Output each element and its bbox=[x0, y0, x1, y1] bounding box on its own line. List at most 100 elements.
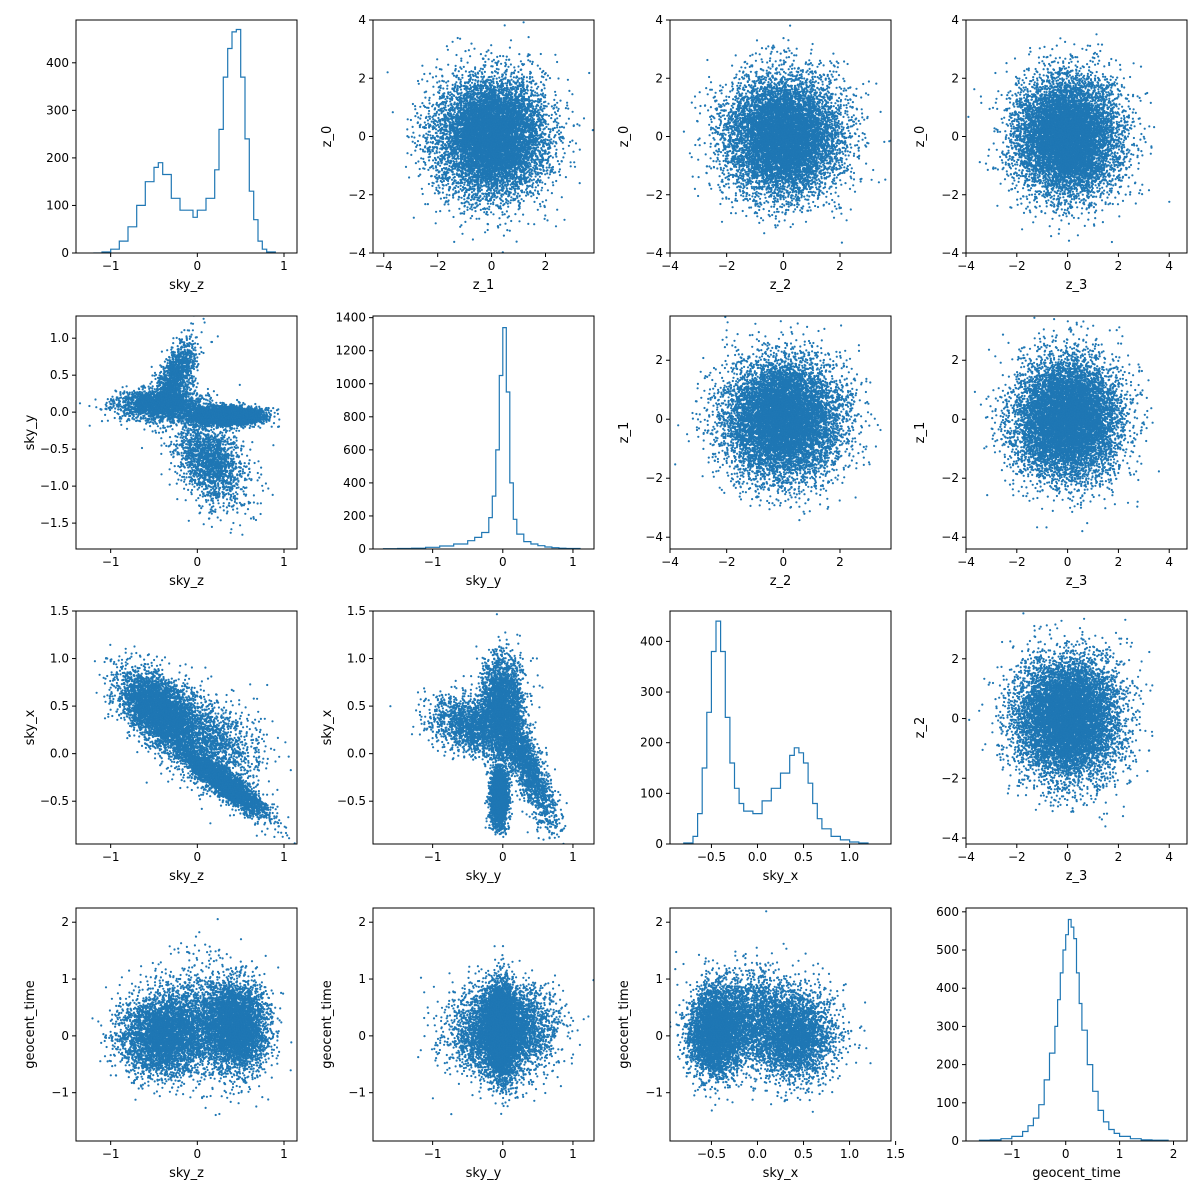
marks-p01 bbox=[387, 21, 594, 260]
scatter-point bbox=[552, 156, 554, 158]
scatter-point bbox=[452, 72, 454, 74]
scatter-point bbox=[510, 199, 512, 201]
scatter-point bbox=[452, 216, 454, 218]
scatter-point bbox=[516, 110, 518, 112]
scatter-point bbox=[470, 43, 472, 45]
scatter-point bbox=[413, 217, 415, 219]
axes-frame bbox=[76, 20, 297, 253]
scatter-point bbox=[387, 71, 389, 73]
scatter-point bbox=[543, 105, 545, 107]
scatter-point bbox=[464, 194, 466, 196]
scatter-point bbox=[478, 218, 480, 220]
scatter-point bbox=[541, 71, 543, 73]
scatter-point bbox=[431, 175, 433, 177]
scatter-point bbox=[448, 186, 450, 188]
scatter-point bbox=[429, 73, 431, 75]
scatter-point bbox=[449, 100, 451, 102]
scatter-point bbox=[415, 162, 417, 164]
scatter-point bbox=[555, 156, 557, 158]
scatter-point bbox=[483, 195, 485, 197]
scatter-point bbox=[523, 93, 525, 95]
scatter-point bbox=[444, 203, 446, 205]
scatter-point bbox=[538, 141, 540, 143]
scatter-point bbox=[559, 174, 561, 176]
scatter-point bbox=[441, 75, 443, 77]
scatter-point bbox=[486, 85, 488, 87]
scatter-point bbox=[480, 81, 482, 83]
scatter-point bbox=[559, 100, 561, 102]
x-tick-label: 1 bbox=[280, 259, 288, 273]
scatter-point bbox=[559, 168, 561, 170]
scatter-point bbox=[421, 78, 423, 80]
scatter-point bbox=[452, 84, 454, 86]
scatter-point bbox=[494, 75, 496, 77]
scatter-point bbox=[436, 174, 438, 176]
scatter-point bbox=[553, 140, 555, 142]
scatter-point bbox=[458, 191, 460, 193]
scatter-point bbox=[532, 61, 534, 63]
y-tick-label: 200 bbox=[46, 151, 69, 165]
scatter-point bbox=[416, 144, 418, 146]
scatter-point bbox=[424, 164, 426, 166]
scatter-point bbox=[418, 83, 420, 85]
scatter-point bbox=[554, 145, 556, 147]
scatter-point bbox=[436, 102, 438, 104]
scatter-point bbox=[537, 190, 539, 192]
scatter-point bbox=[447, 203, 449, 205]
scatter-point bbox=[538, 193, 540, 195]
scatter-point bbox=[562, 156, 564, 158]
scatter-point bbox=[522, 214, 524, 216]
scatter-point bbox=[435, 128, 437, 130]
scatter-point bbox=[417, 140, 419, 142]
scatter-point bbox=[484, 71, 486, 73]
scatter-point bbox=[440, 180, 442, 182]
scatter-point bbox=[449, 258, 451, 260]
scatter-point bbox=[482, 76, 484, 78]
scatter-point bbox=[520, 190, 522, 192]
scatter-point bbox=[520, 60, 522, 62]
scatter-point bbox=[535, 162, 537, 164]
scatter-point bbox=[495, 197, 497, 199]
scatter-point bbox=[455, 185, 457, 187]
scatter-point bbox=[518, 208, 520, 210]
scatter-point bbox=[488, 208, 490, 210]
scatter-point bbox=[540, 147, 542, 149]
scatter-point bbox=[556, 131, 558, 133]
scatter-point bbox=[445, 161, 447, 163]
scatter-point bbox=[447, 183, 449, 185]
scatter-point bbox=[428, 159, 430, 161]
scatter-point bbox=[406, 135, 408, 137]
scatter-point bbox=[505, 59, 507, 61]
scatter-point bbox=[496, 190, 498, 192]
scatter-point bbox=[471, 208, 473, 210]
scatter-point bbox=[423, 105, 425, 107]
scatter-point bbox=[534, 189, 536, 191]
scatter-point bbox=[517, 65, 519, 67]
scatter-point bbox=[452, 194, 454, 196]
scatter-point bbox=[452, 197, 454, 199]
scatter-point bbox=[548, 177, 550, 179]
scatter-point bbox=[438, 126, 440, 128]
scatter-point bbox=[424, 203, 426, 205]
scatter-point bbox=[416, 112, 418, 114]
scatter-point bbox=[521, 73, 523, 75]
scatter-point bbox=[513, 66, 515, 68]
scatter-point bbox=[425, 133, 427, 135]
scatter-point bbox=[450, 140, 452, 142]
scatter-point bbox=[439, 120, 441, 122]
scatter-point bbox=[498, 77, 500, 79]
scatter-point bbox=[498, 95, 500, 97]
x-axis-label: sky_z bbox=[169, 278, 204, 293]
scatter-point bbox=[432, 76, 434, 78]
scatter-point bbox=[536, 197, 538, 199]
scatter-point bbox=[470, 217, 472, 219]
scatter-point bbox=[417, 116, 419, 118]
scatter-point bbox=[466, 206, 468, 208]
scatter-point bbox=[564, 152, 566, 154]
scatter-point bbox=[435, 75, 437, 77]
scatter-point bbox=[412, 103, 414, 105]
scatter-point bbox=[531, 63, 533, 65]
scatter-point bbox=[520, 69, 522, 71]
scatter-point bbox=[486, 51, 488, 53]
